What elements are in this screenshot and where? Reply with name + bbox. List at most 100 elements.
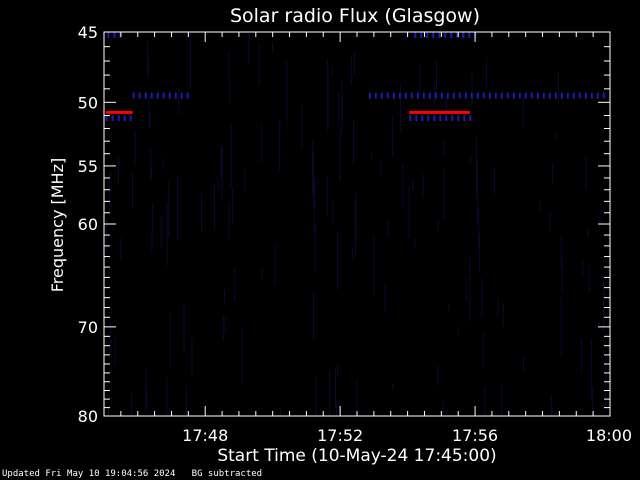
y-tick-label: 80 [78, 407, 98, 426]
noise-streak [332, 200, 334, 223]
noise-streak [600, 203, 602, 224]
x-tick-label: 17:56 [452, 426, 498, 445]
noise-streak [482, 332, 484, 369]
weak-emission-mark [138, 92, 141, 99]
weak-emission-mark [469, 115, 472, 122]
noise-streak [465, 277, 467, 300]
noise-streak [107, 269, 109, 282]
noise-streak [539, 201, 541, 213]
noise-streak [191, 337, 193, 379]
noise-streak [399, 82, 401, 132]
noise-streak [118, 156, 120, 184]
noise-streak [178, 88, 180, 115]
noise-streak [522, 100, 524, 128]
noise-streak [218, 181, 220, 190]
weak-emission-mark [446, 92, 449, 99]
noise-streak [433, 84, 435, 104]
weak-emission-mark [398, 92, 401, 99]
weak-emission-mark [427, 115, 430, 122]
noise-streak [557, 72, 559, 103]
noise-streak [523, 355, 524, 371]
weak-emission-mark [409, 115, 412, 122]
noise-streak [338, 92, 340, 128]
weak-emission-mark [464, 92, 467, 99]
noise-streak [497, 298, 499, 317]
weak-emission-mark [500, 92, 503, 99]
noise-streak [590, 338, 592, 401]
weak-emission-mark [123, 115, 126, 122]
noise-streak [145, 369, 147, 411]
noise-streak [313, 179, 315, 233]
strong-emission-band [105, 110, 133, 114]
weak-emission-mark [186, 92, 189, 99]
noise-streak [437, 220, 439, 233]
noise-streak [443, 169, 445, 220]
weak-emission-mark [590, 92, 593, 99]
strong-emission-band [409, 110, 471, 114]
weak-emission-mark [450, 31, 453, 38]
noise-streak [442, 401, 444, 416]
noise-streak [443, 139, 445, 156]
weak-emission-mark [445, 115, 448, 122]
noise-streak [605, 357, 607, 409]
noise-streak [602, 275, 604, 332]
x-axis: 17:48 17:52 17:56 18:00 [120, 32, 632, 445]
y-tick-label: 50 [78, 93, 98, 112]
noise-streak [337, 364, 339, 377]
noise-streak [476, 161, 478, 224]
noise-streak [384, 282, 386, 312]
weak-emission-mark [452, 92, 455, 99]
noise-streak [560, 234, 562, 267]
noise-streak [220, 147, 222, 177]
noise-streak [186, 385, 187, 416]
noise-streak [471, 71, 473, 105]
noise-streak [224, 290, 225, 306]
noise-streak [150, 167, 152, 179]
noise-streak [106, 219, 108, 253]
noise-streak [114, 333, 116, 366]
weak-emission-mark [422, 92, 425, 99]
noise-streak [469, 257, 471, 322]
noise-streak [592, 387, 594, 416]
noise-streak [134, 130, 136, 167]
weak-emission-mark [416, 92, 419, 99]
weak-emission-mark [463, 115, 466, 122]
weak-emission-mark [433, 115, 436, 122]
weak-emission-mark [476, 92, 479, 99]
noise-streak [313, 152, 315, 207]
weak-emission-mark [451, 115, 454, 122]
y-tick-label: 55 [78, 157, 98, 176]
noise-streak [151, 203, 153, 233]
noise-streak [160, 215, 162, 247]
weak-emission-mark [415, 115, 418, 122]
weak-emission-mark [380, 92, 383, 99]
noise-streak [228, 202, 230, 239]
noise-streak [222, 316, 224, 341]
noise-streak [149, 112, 151, 127]
noise-streak [110, 322, 112, 356]
noise-streak [419, 65, 421, 96]
noise-streak [228, 51, 230, 79]
weak-emission-mark [174, 92, 177, 99]
noise-streak [501, 383, 503, 416]
noise-streak [312, 141, 314, 195]
noise-streak [486, 57, 488, 88]
noise-streak [469, 154, 471, 163]
noise-streak [241, 326, 243, 384]
noise-streak [280, 407, 282, 416]
weak-emission-mark [129, 115, 132, 122]
weak-emission-mark [144, 92, 147, 99]
noise-streak [168, 181, 170, 238]
noise-streak [337, 230, 338, 290]
noise-streak [231, 186, 233, 223]
weak-emission-mark [536, 92, 539, 99]
weak-emission-mark [542, 92, 545, 99]
noise-streak [354, 52, 355, 75]
noise-streak [313, 293, 314, 339]
noise-streak [555, 133, 557, 142]
noise-streak [279, 121, 281, 171]
noise-streak [166, 377, 168, 416]
weak-emission-mark [566, 92, 569, 99]
noise-streak [234, 268, 236, 301]
